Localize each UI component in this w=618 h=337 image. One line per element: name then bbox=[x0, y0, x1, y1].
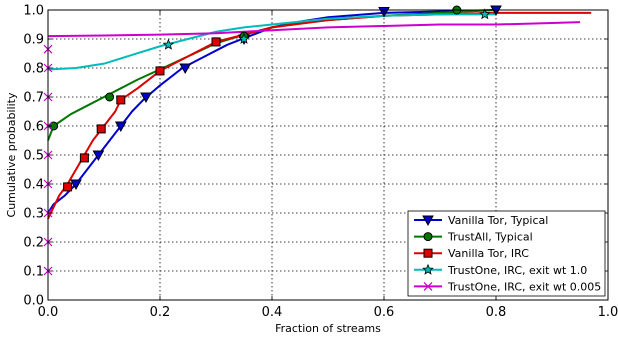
series-1-point bbox=[179, 63, 192, 75]
y-tick-label: 0.5 bbox=[23, 149, 44, 164]
series-4-point bbox=[479, 8, 491, 20]
series-1-point bbox=[92, 150, 105, 162]
legend-label: TrustOne, IRC, exit wt 1.0 bbox=[447, 264, 587, 277]
y-tick-label: 0.6 bbox=[23, 120, 44, 135]
legend-label: Vanilla Tor, IRC bbox=[448, 247, 529, 260]
series-line-4 bbox=[47, 13, 496, 71]
legend-label: TrustOne, IRC, exit wt 0.005 bbox=[447, 280, 601, 293]
y-tick-label: 0.2 bbox=[23, 236, 44, 251]
legend-marker bbox=[423, 248, 433, 258]
grid bbox=[48, 10, 608, 300]
series-1-point bbox=[140, 92, 152, 104]
series-line-5 bbox=[47, 21, 581, 38]
legend-label: Vanilla Tor, Typical bbox=[448, 214, 548, 227]
series-markers bbox=[43, 5, 502, 276]
series-3-point bbox=[155, 66, 165, 76]
x-tick-label: 0.2 bbox=[150, 305, 171, 320]
x-tick-label: 0.8 bbox=[486, 305, 507, 320]
legend-label: TrustAll, Typical bbox=[447, 231, 533, 244]
legend: Vanilla Tor, Typical TrustAll, Typical Van… bbox=[407, 210, 606, 297]
y-tick-label: 0.8 bbox=[23, 62, 44, 77]
legend-marker bbox=[423, 232, 433, 242]
legend-marker bbox=[422, 215, 434, 227]
x-tick-label: 0.0 bbox=[38, 305, 59, 320]
series-3-point bbox=[79, 153, 89, 163]
y-tick-label: 1.0 bbox=[23, 4, 44, 19]
series-4-point bbox=[238, 32, 250, 44]
x-axis-label: Fraction of streams bbox=[275, 322, 381, 335]
series-3-point bbox=[96, 124, 106, 134]
legend-marker bbox=[423, 281, 433, 291]
series-3-point bbox=[116, 95, 126, 105]
y-axis-label: Cumulative probability bbox=[5, 92, 18, 217]
axis-ticks: 0.0 0.2 0.4 0.6 0.8 1.0 0.0 0.1 0.2 0.3 0.4 0.5 0.6 0… bbox=[23, 4, 618, 321]
y-tick-label: 0.4 bbox=[23, 178, 44, 193]
y-tick-label: 0.7 bbox=[23, 91, 44, 106]
y-tick-label: 0.1 bbox=[23, 265, 44, 280]
x-tick-label: 0.4 bbox=[262, 305, 283, 320]
series-2-point bbox=[105, 92, 115, 102]
x-tick-label: 1.0 bbox=[598, 305, 618, 320]
series-3-point bbox=[211, 37, 221, 47]
series-4-point bbox=[162, 38, 175, 50]
series-1-point bbox=[114, 121, 127, 133]
series-lines bbox=[47, 9, 592, 220]
x-tick-label: 0.6 bbox=[374, 305, 395, 320]
y-tick-label: 0.9 bbox=[23, 33, 44, 48]
y-tick-label: 0.3 bbox=[23, 207, 44, 222]
series-3-point bbox=[63, 182, 73, 192]
series-1-point bbox=[70, 179, 82, 191]
y-tick-label: 0.0 bbox=[23, 294, 44, 309]
legend-marker bbox=[422, 263, 434, 275]
